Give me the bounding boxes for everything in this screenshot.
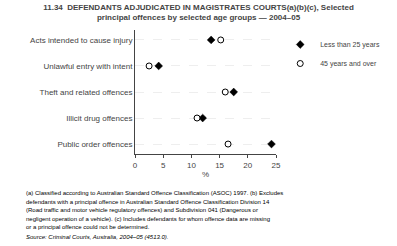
svg-text:Illicit drug offences: Illicit drug offences bbox=[66, 114, 132, 123]
svg-text:Acts intended to cause injury: Acts intended to cause injury bbox=[30, 36, 132, 45]
svg-text:5: 5 bbox=[161, 161, 166, 170]
svg-text:(Road traffic and motor vehicl: (Road traffic and motor vehicle regulato… bbox=[26, 207, 258, 213]
svg-text:Unlawful entry with intent: Unlawful entry with intent bbox=[43, 62, 133, 71]
svg-text:(a) Classified according to Au: (a) Classified according to Australian S… bbox=[26, 190, 283, 196]
svg-text:%: % bbox=[202, 170, 209, 179]
svg-text:Theft and related offences: Theft and related offences bbox=[40, 88, 133, 97]
svg-text:Source: Criminal Courts, Austr: Source: Criminal Courts, Australia, 2004… bbox=[26, 234, 169, 240]
svg-text:or a principal offence could n: or a principal offence could not be dete… bbox=[26, 224, 150, 230]
svg-text:25: 25 bbox=[272, 161, 281, 170]
svg-text:Less than 25 years: Less than 25 years bbox=[320, 41, 380, 49]
svg-text:45 years and over: 45 years and over bbox=[320, 60, 377, 68]
svg-text:negligent operation of a vehic: negligent operation of a vehicle). (c) I… bbox=[26, 216, 270, 222]
svg-text:Public order offences: Public order offences bbox=[57, 140, 132, 149]
svg-text:20: 20 bbox=[243, 161, 252, 170]
svg-text:defendants with a principal of: defendants with a principal offence in A… bbox=[26, 199, 270, 205]
svg-text:10: 10 bbox=[187, 161, 196, 170]
svg-text:0: 0 bbox=[133, 161, 138, 170]
svg-text:11.34 DEFENDANTS ADJUDICATED: 11.34 DEFENDANTS ADJUDICATED IN MAGISTRA… bbox=[43, 3, 354, 22]
svg-text:15: 15 bbox=[215, 161, 224, 170]
